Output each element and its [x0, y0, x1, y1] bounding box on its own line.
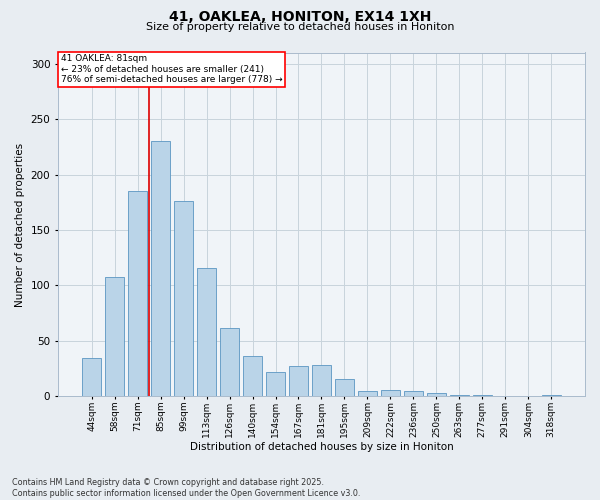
Bar [105, 276, 124, 396]
Bar [151, 141, 170, 397]
Bar [289, 366, 308, 396]
Text: Contains HM Land Registry data © Crown copyright and database right 2025.
Contai: Contains HM Land Registry data © Crown c… [12, 478, 361, 498]
Bar [128, 191, 148, 396]
Y-axis label: Number of detached properties: Number of detached properties [15, 142, 25, 306]
Text: 41 OAKLEA: 81sqm
← 23% of detached houses are smaller (241)
76% of semi-detached: 41 OAKLEA: 81sqm ← 23% of detached house… [61, 54, 282, 84]
Bar [380, 390, 400, 396]
Bar [220, 328, 239, 396]
Bar [404, 391, 423, 396]
Bar [266, 372, 285, 396]
Bar [243, 356, 262, 397]
Bar [82, 358, 101, 397]
X-axis label: Distribution of detached houses by size in Honiton: Distribution of detached houses by size … [190, 442, 454, 452]
Bar [427, 393, 446, 396]
Text: Size of property relative to detached houses in Honiton: Size of property relative to detached ho… [146, 22, 454, 32]
Bar [335, 378, 354, 396]
Text: 41, OAKLEA, HONITON, EX14 1XH: 41, OAKLEA, HONITON, EX14 1XH [169, 10, 431, 24]
Bar [174, 201, 193, 396]
Bar [312, 366, 331, 396]
Bar [197, 268, 217, 396]
Bar [358, 391, 377, 396]
